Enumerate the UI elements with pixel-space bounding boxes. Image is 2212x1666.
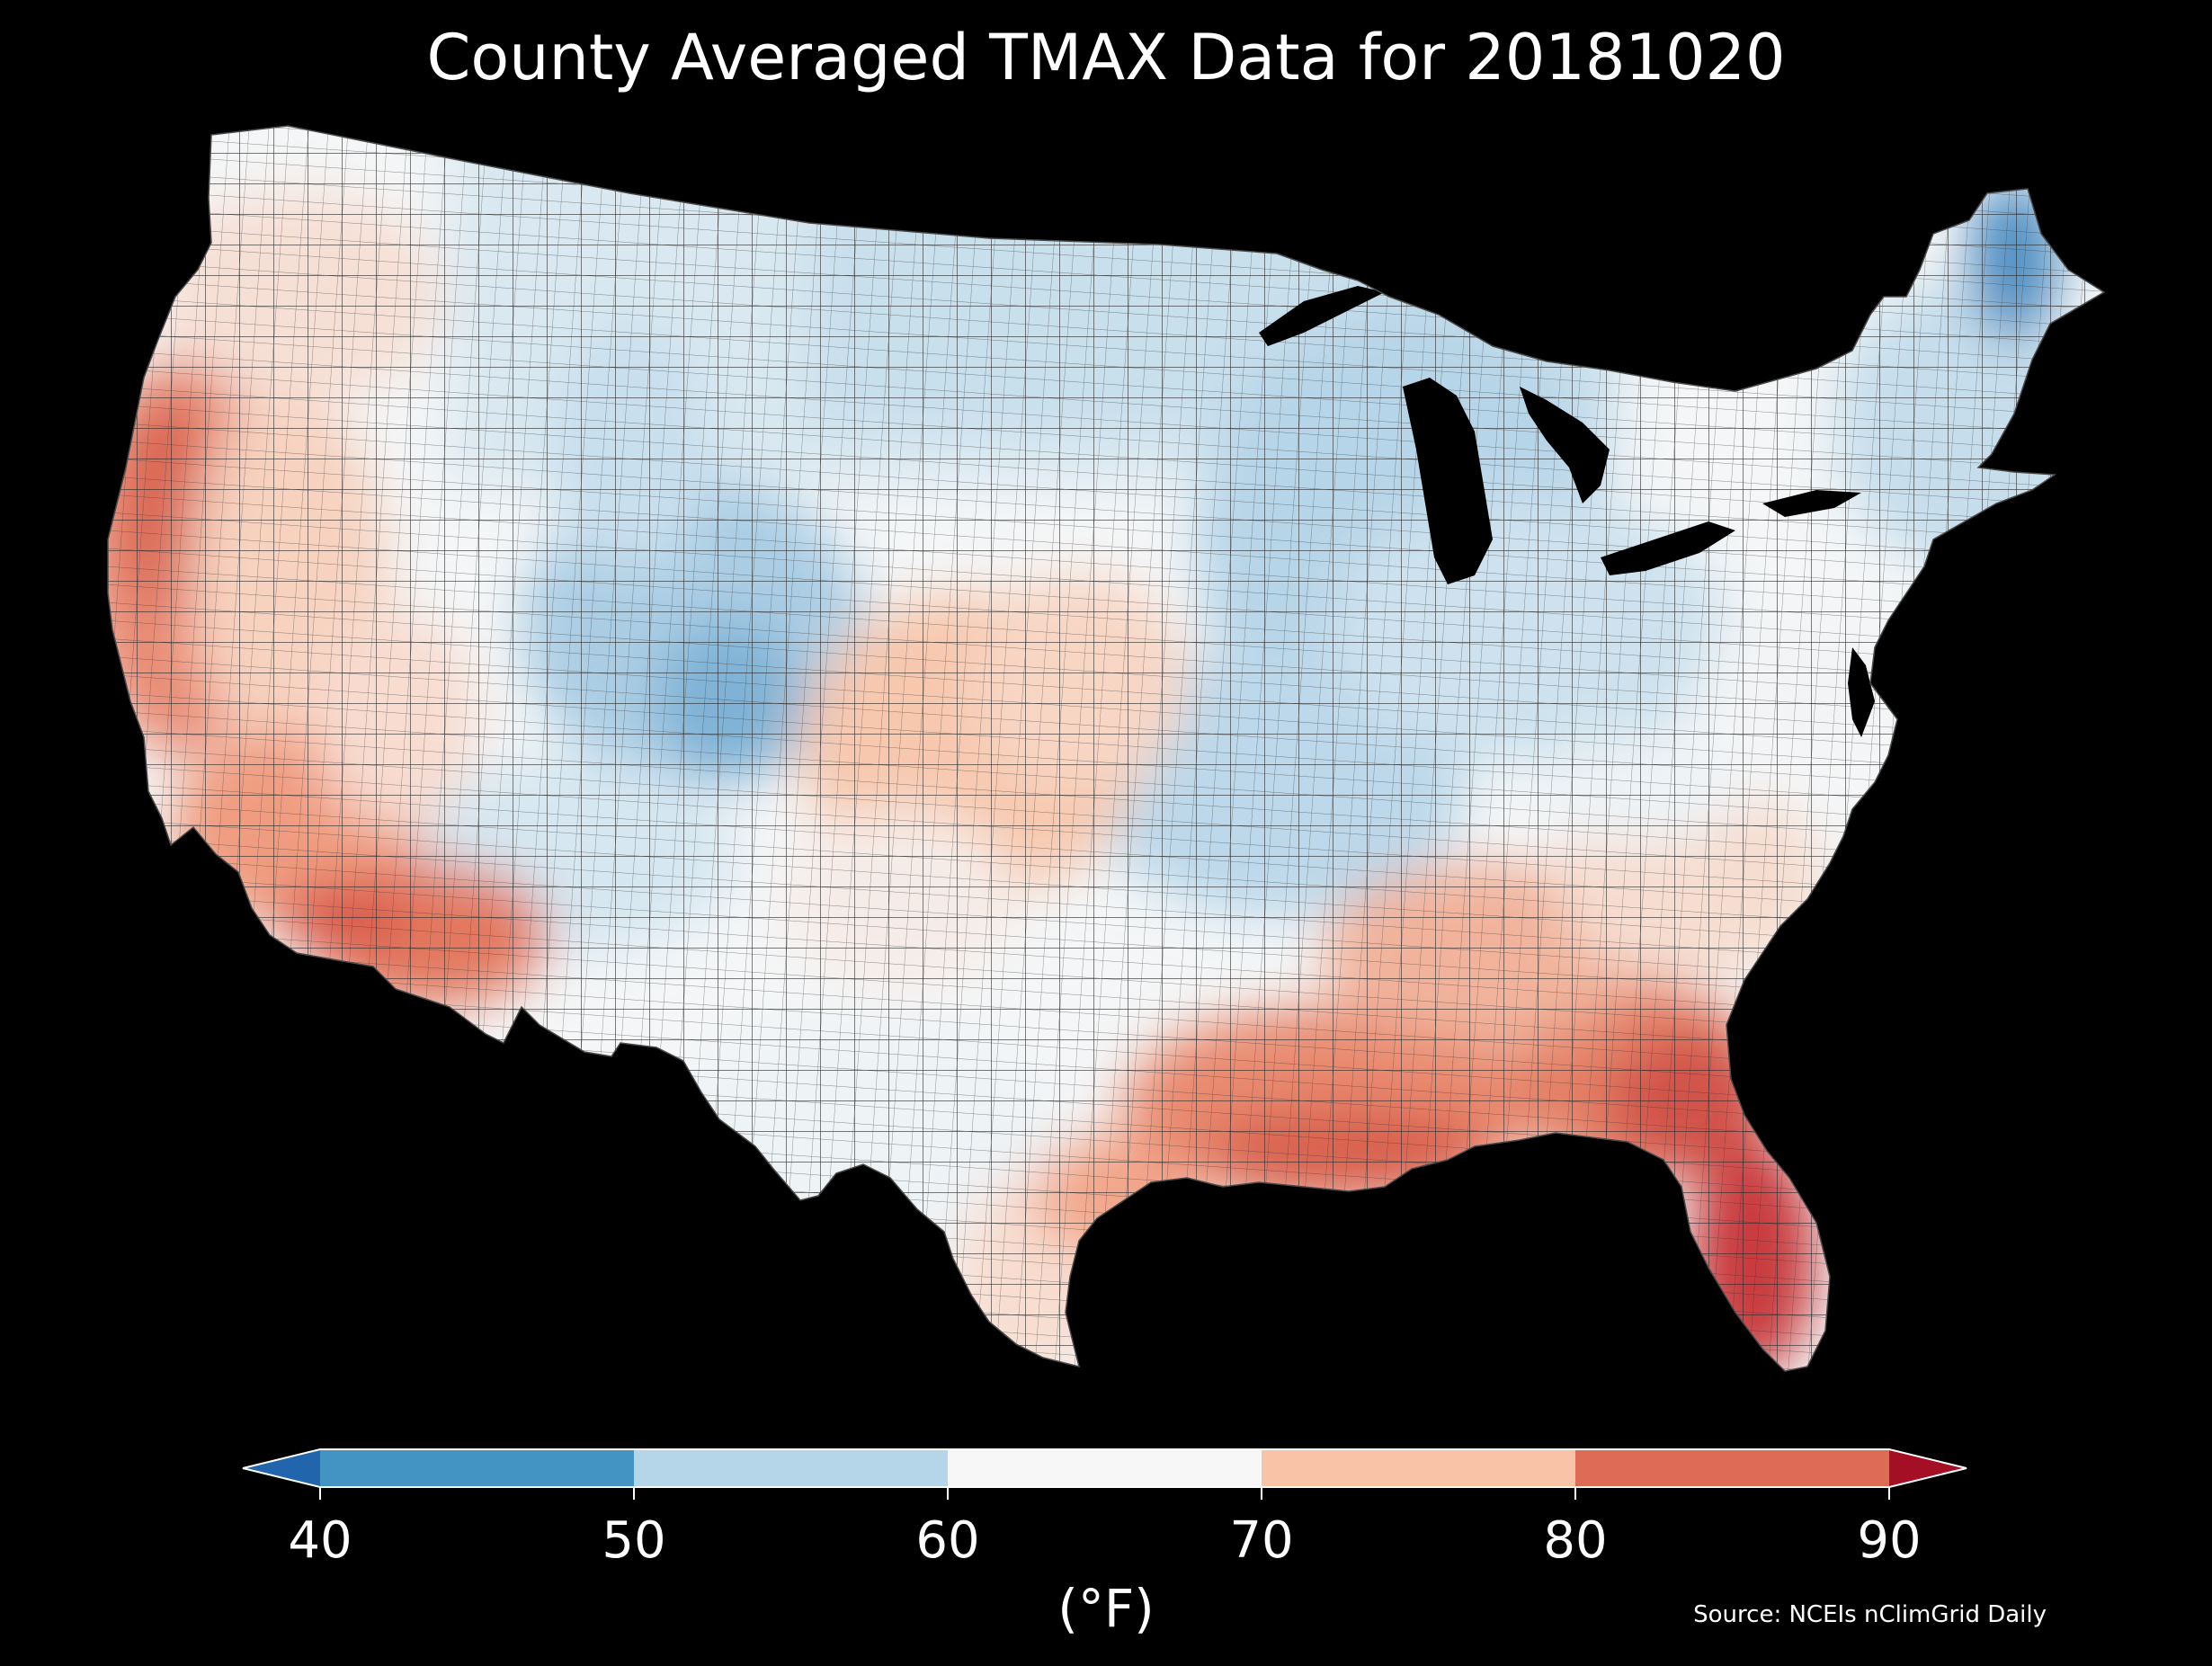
colorbar-tick-90: 90: [1857, 1511, 1922, 1570]
colorbar-extend-high: [1889, 1449, 1967, 1487]
colorbar-extend-low: [243, 1449, 320, 1487]
map-title: County Averaged TMAX Data for 20181020: [426, 21, 1786, 94]
colorbar-bin-60-70: [948, 1449, 1262, 1487]
source-credit: Source: NCEIs nClimGrid Daily: [1693, 1601, 2047, 1628]
colorbar-tick-70: 70: [1229, 1511, 1294, 1570]
colorbar-tick-40: 40: [288, 1511, 352, 1570]
colorbar-bin-50-60: [634, 1449, 948, 1487]
chesapeake-bay: [1848, 647, 1875, 737]
colorbar-tick-60: 60: [915, 1511, 980, 1570]
colorbar-bin-70-80: [1262, 1449, 1575, 1487]
colorbar-unit-label: (°F): [1057, 1578, 1155, 1639]
colorbar-bin-40-50: [320, 1449, 634, 1487]
colorbar-tick-50: 50: [602, 1511, 666, 1570]
great-lakes: [1259, 286, 1861, 584]
colorbar-tick-80: 80: [1543, 1511, 1608, 1570]
colorbar-bin-80-90: [1575, 1449, 1889, 1487]
